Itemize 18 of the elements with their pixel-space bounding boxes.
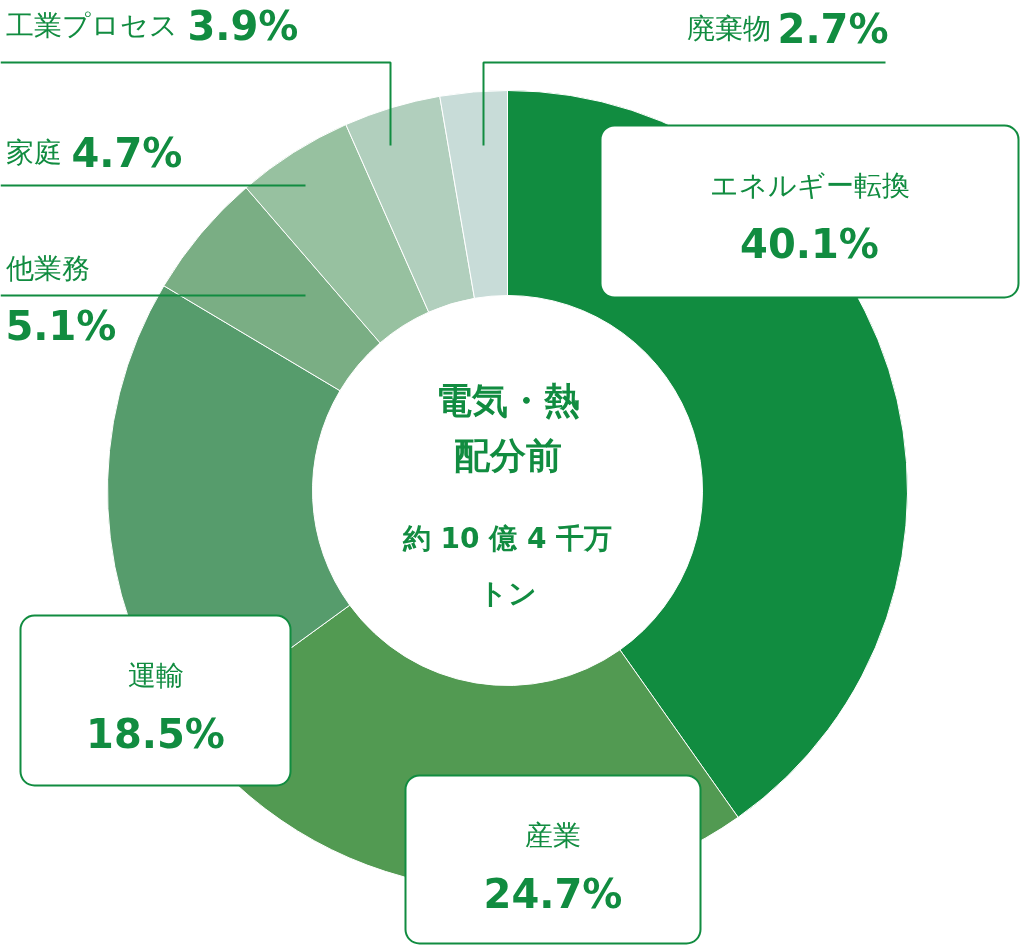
data-label: 5.1% (5, 302, 117, 349)
data-label: 3.9% (187, 2, 299, 49)
data-label: 2.7% (777, 5, 889, 52)
data-label: 4.7% (71, 129, 183, 176)
slice-label: 運輸 (127, 659, 184, 692)
data-label: 18.5% (86, 710, 225, 757)
text: 電気・熱 (435, 380, 580, 421)
slice-label: 廃棄物 (686, 12, 771, 45)
slice-label: 他業務 (5, 252, 90, 285)
slice-label: 家庭 (5, 136, 62, 169)
text: トン (478, 577, 537, 610)
data-label: 40.1% (740, 220, 879, 267)
slice-label: 工業プロセス (5, 9, 178, 42)
slice-label: 産業 (525, 819, 581, 852)
data-label: 24.7% (483, 870, 623, 917)
text: 配分前 (453, 435, 562, 476)
slice-label: エネルギー転換 (709, 169, 910, 202)
text: 約 10 億 4 千万 (401, 522, 613, 555)
